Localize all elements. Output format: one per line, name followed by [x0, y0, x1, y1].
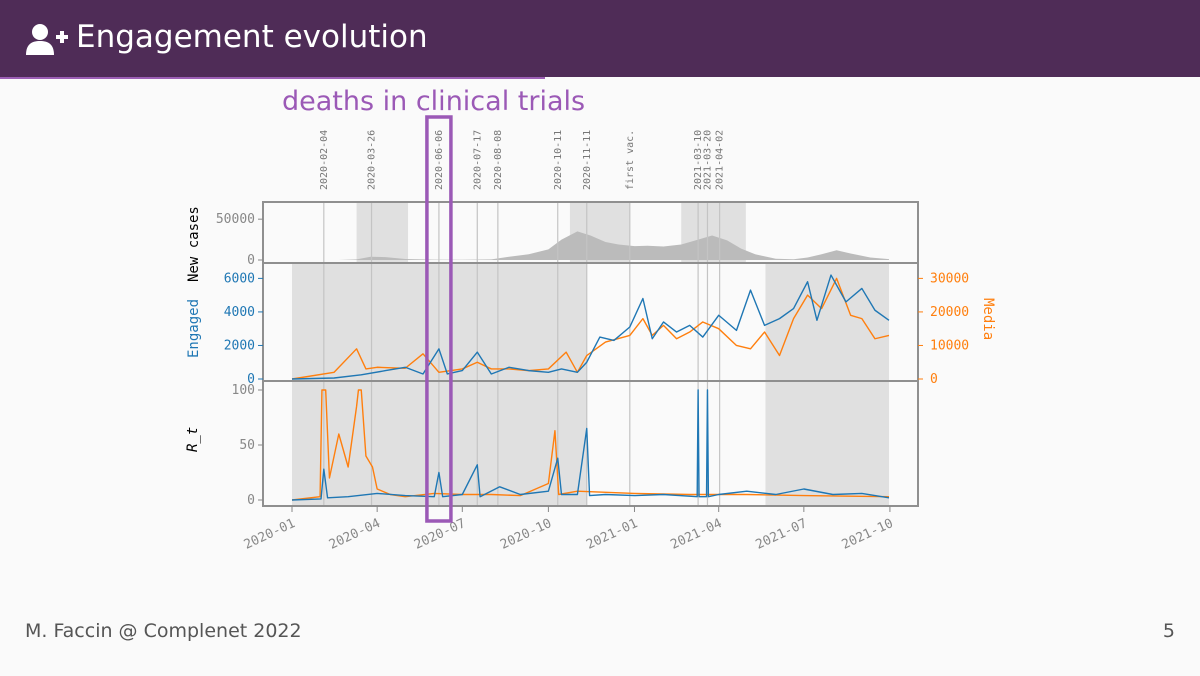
- event-label: 2020-03-26: [367, 130, 378, 190]
- x-tick-label: 2020-10: [498, 516, 554, 553]
- y-tick-label: 6000: [224, 271, 255, 286]
- new-cases-axis-label: New cases: [186, 206, 202, 282]
- engaged-line: [291, 274, 890, 380]
- y-tick-label: 100: [232, 383, 255, 398]
- y-tick-label: 4000: [224, 305, 255, 320]
- x-tick-label: 2021-10: [840, 516, 896, 553]
- engaged-axis-label: Engaged: [186, 299, 202, 358]
- slide-title: Engagement evolution: [76, 19, 428, 55]
- x-tick-label: 2020-04: [327, 516, 383, 553]
- page-number: 5: [1162, 620, 1175, 642]
- header-underline: [0, 77, 545, 79]
- highlight-box: [425, 115, 453, 523]
- media-axis-label: Media: [980, 298, 996, 340]
- event-label: 2021-03-10: [693, 130, 704, 190]
- event-label: 2020-10-11: [553, 130, 564, 190]
- event-label: 2020-07-17: [472, 130, 483, 190]
- event-label: 2021-04-02: [715, 130, 726, 190]
- slide-header: [0, 0, 1200, 77]
- new-cases-area: [338, 231, 889, 260]
- footer-author: M. Faccin @ Complenet 2022: [25, 620, 302, 642]
- y-tick-label: 0: [247, 253, 255, 268]
- y-tick-label: 0: [247, 372, 255, 387]
- shaded-period: [356, 202, 409, 263]
- rt-axis-label: R_t: [185, 427, 201, 452]
- x-tick-label: 2021-07: [754, 516, 810, 553]
- y-tick-label: 50000: [216, 212, 255, 227]
- y-tick-label: 2000: [224, 338, 255, 353]
- event-label: 2020-08-08: [493, 130, 504, 190]
- user-plus-icon: [26, 24, 68, 55]
- x-tick-label: 2021-01: [584, 516, 640, 553]
- y-tick-label: 30000: [930, 271, 969, 286]
- x-tick-label: 2020-01: [242, 516, 298, 553]
- y-tick-label: 10000: [930, 338, 969, 353]
- highlight-annotation: deaths in clinical trials: [282, 86, 586, 117]
- event-label: 2020-02-04: [319, 130, 330, 190]
- y-tick-label: 50: [239, 438, 255, 453]
- event-label: first vac.: [625, 130, 636, 190]
- panel-frame-rt: [262, 380, 919, 507]
- shaded-period: [765, 263, 889, 381]
- y-tick-label: 20000: [930, 305, 969, 320]
- engaged-rt-line: [291, 389, 890, 501]
- y-tick-label: 0: [247, 493, 255, 508]
- event-label: 2021-03-20: [702, 130, 713, 190]
- shaded-period: [765, 381, 889, 506]
- event-label: 2020-11-11: [582, 130, 593, 190]
- event-label: 2020-06-06: [434, 130, 445, 190]
- y-tick-label: 0: [930, 372, 938, 387]
- x-tick-label: 2021-04: [668, 516, 724, 553]
